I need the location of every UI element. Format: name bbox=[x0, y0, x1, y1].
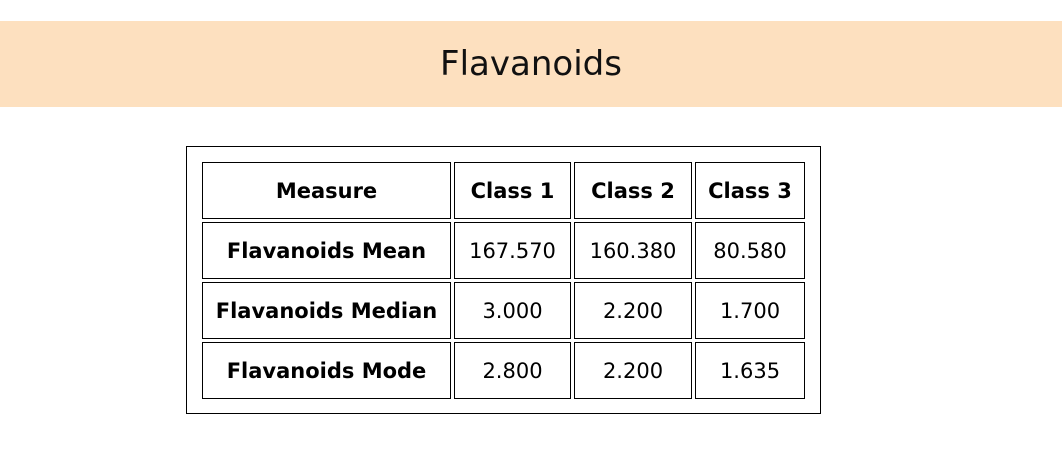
page-title: Flavanoids bbox=[440, 44, 622, 84]
table-row: Flavanoids Mode 2.800 2.200 1.635 bbox=[202, 342, 805, 399]
stats-table: Measure Class 1 Class 2 Class 3 Flavanoi… bbox=[199, 159, 808, 402]
table-container: Measure Class 1 Class 2 Class 3 Flavanoi… bbox=[186, 146, 821, 414]
column-header-measure: Measure bbox=[202, 162, 451, 219]
table-cell: 1.635 bbox=[695, 342, 805, 399]
table-header-row: Measure Class 1 Class 2 Class 3 bbox=[202, 162, 805, 219]
table-cell: 3.000 bbox=[454, 282, 571, 339]
row-label: Flavanoids Mode bbox=[202, 342, 451, 399]
table-cell: 160.380 bbox=[574, 222, 692, 279]
table-cell: 2.800 bbox=[454, 342, 571, 399]
table-cell: 2.200 bbox=[574, 282, 692, 339]
table-cell: 1.700 bbox=[695, 282, 805, 339]
table-cell: 80.580 bbox=[695, 222, 805, 279]
row-label: Flavanoids Median bbox=[202, 282, 451, 339]
table-row: Flavanoids Median 3.000 2.200 1.700 bbox=[202, 282, 805, 339]
table-cell: 167.570 bbox=[454, 222, 571, 279]
column-header-class-2: Class 2 bbox=[574, 162, 692, 219]
row-label: Flavanoids Mean bbox=[202, 222, 451, 279]
table-cell: 2.200 bbox=[574, 342, 692, 399]
column-header-class-3: Class 3 bbox=[695, 162, 805, 219]
column-header-class-1: Class 1 bbox=[454, 162, 571, 219]
title-banner: Flavanoids bbox=[0, 21, 1062, 107]
table-row: Flavanoids Mean 167.570 160.380 80.580 bbox=[202, 222, 805, 279]
